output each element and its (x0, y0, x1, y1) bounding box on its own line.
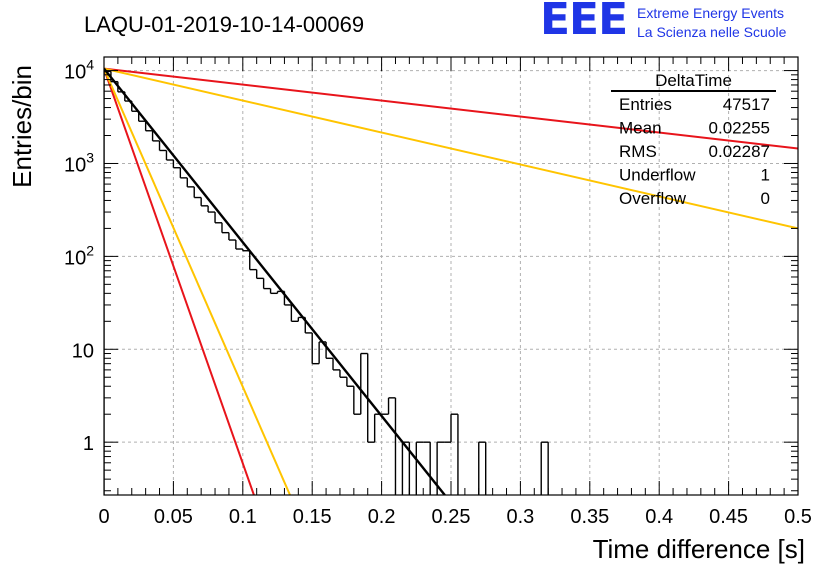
x-tick-label: 0.35 (570, 506, 609, 528)
axis-label-layer: 0 0.05 0.1 0.15 0.2 0.25 0.3 0.35 0.4 0.45 0.51101… (64, 57, 812, 528)
x-axis-label: Time difference [s] (593, 534, 805, 564)
fit-line-red-shallow (104, 67, 798, 150)
y-tick-label: 1 (83, 433, 94, 455)
x-tick-label: 0.25 (432, 506, 471, 528)
y-tick-label: 10 (72, 340, 94, 362)
page-title: LAQU-01-2019-10-14-00069 (84, 12, 364, 37)
stats-row-label: Mean (619, 119, 662, 138)
fit-line-red-steep (104, 68, 255, 495)
x-tick-label: 0.4 (645, 506, 673, 528)
x-tick-label: 0.45 (709, 506, 748, 528)
stats-row-value: 1 (761, 166, 770, 185)
tick-layer (103, 57, 799, 495)
stats-row-label: Overflow (619, 189, 687, 208)
x-tick-label: 0.5 (784, 506, 812, 528)
x-tick-label: 0.15 (293, 506, 332, 528)
y-tick-base: 10 (64, 62, 86, 84)
logo-tagline-2: La Scienza nelle Scuole (637, 24, 787, 40)
stats-row-value: 0.02255 (709, 119, 770, 138)
y-tick-label: 104 (64, 57, 94, 84)
y-tick-base: 10 (64, 247, 86, 269)
eee-logo: EEE Extreme Energy Events La Scienza nel… (540, 0, 830, 46)
grid-layer (104, 57, 798, 495)
y-tick-base: 10 (64, 154, 86, 176)
stats-row-value: 0.02287 (709, 142, 770, 161)
stats-row-label: RMS (619, 142, 657, 161)
y-tick-exponent: 3 (86, 149, 94, 165)
fit-lines-layer (104, 67, 798, 495)
x-tick-label: 0.2 (368, 506, 396, 528)
x-tick-label: 0.1 (229, 506, 257, 528)
histogram-layer (104, 70, 549, 495)
y-tick-exponent: 2 (86, 242, 94, 258)
y-tick-base: 10 (72, 340, 94, 362)
stats-row-value: 47517 (723, 95, 770, 114)
stats-row-label: Entries (619, 95, 672, 114)
stats-box-title: DeltaTime (655, 71, 732, 90)
x-tick-label: 0 (98, 506, 109, 528)
stats-box-layer: DeltaTime Entries 47517 Mean 0.02255 RMS 0.022… (611, 71, 776, 208)
x-tick-label: 0.3 (506, 506, 534, 528)
y-tick-base: 1 (83, 433, 94, 455)
fit-line-orange-steep (104, 68, 291, 495)
y-axis-label: Entries/bin (7, 65, 37, 188)
fit-line-orange-shallow (104, 67, 798, 230)
x-tick-label: 0.05 (154, 506, 193, 528)
y-tick-label: 103 (64, 149, 94, 176)
y-tick-label: 102 (64, 242, 94, 269)
logo-tagline-1: Extreme Energy Events (637, 5, 785, 21)
fit-line-black-fit (104, 67, 446, 495)
eee-logo-mark: EEE (540, 0, 628, 45)
y-tick-exponent: 4 (86, 57, 94, 73)
stats-row-value: 0 (761, 189, 770, 208)
stats-row-label: Underflow (619, 166, 696, 185)
